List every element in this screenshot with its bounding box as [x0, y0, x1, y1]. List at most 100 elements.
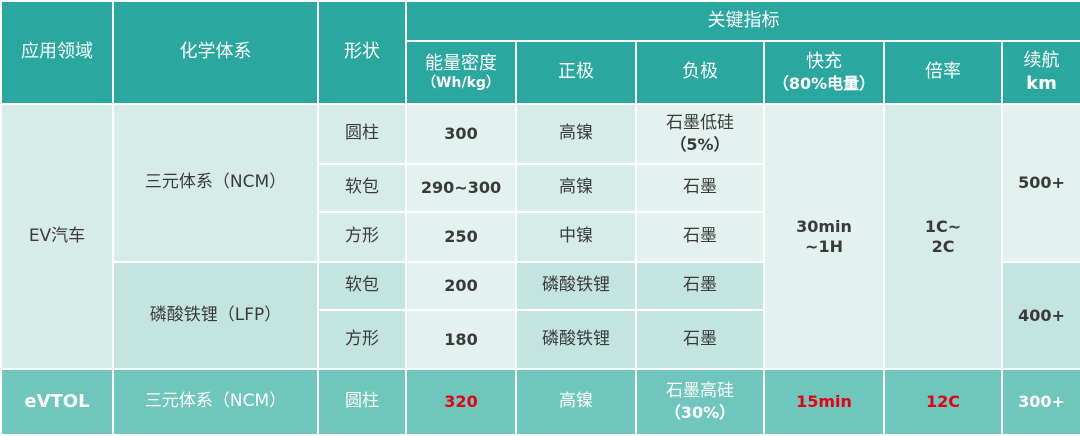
anode-text: 石墨 — [683, 328, 717, 349]
ev-range-lfp-cell: 400+ — [1000, 261, 1080, 370]
cathode-text: 中镍 — [559, 226, 593, 247]
evtol-anode-text: 石墨高硅 — [666, 381, 734, 402]
header-anode: 负极 — [635, 40, 765, 105]
ev-rate-line2: 2C — [931, 236, 955, 256]
evtol-energy-cell: 320 — [405, 368, 517, 436]
ev-ncm-cell: 三元体系（NCM） — [112, 103, 319, 263]
header-range-unit: km — [1026, 72, 1057, 94]
header-range: 续航 km — [1000, 40, 1080, 105]
header-fast-charge-note: （80%电量） — [772, 73, 876, 93]
cathode-text: 磷酸铁锂 — [542, 328, 610, 349]
ev-rate-cell: 1C~ 2C — [883, 103, 1003, 370]
evtol-shape-text: 圆柱 — [345, 391, 379, 412]
table-row-evtol: eVTOL 三元体系（NCM） 圆柱 320 高镍 石墨高硅 （30%） 15m… — [0, 368, 1080, 436]
header-app-domain: 应用领域 — [0, 0, 114, 105]
table-row: 磷酸铁锂（LFP） 软包 200 磷酸铁锂 石墨 400+ — [1, 261, 1080, 370]
evtol-rate-text: 12C — [925, 392, 960, 411]
energy-cell: 180 — [405, 309, 517, 370]
anode-cell: 石墨 — [635, 261, 765, 311]
ev-range-ncm-cell: 500+ — [1000, 103, 1080, 263]
anode-text: 石墨低硅 — [666, 113, 734, 134]
header-chemistry: 化学体系 — [112, 0, 319, 105]
shape-cell: 圆柱 — [317, 103, 407, 165]
cathode-cell: 中镍 — [515, 211, 637, 263]
shape-cell: 方形 — [317, 211, 407, 263]
evtol-chemistry-cell: 三元体系（NCM） — [112, 368, 319, 436]
header-chemistry-text: 化学体系 — [179, 41, 252, 63]
evtol-cathode-cell: 高镍 — [515, 368, 637, 436]
shape-cell: 方形 — [317, 309, 407, 370]
ev-rate-line1: 1C~ — [924, 216, 962, 236]
shape-text: 圆柱 — [345, 123, 379, 144]
header-energy-density-unit: （Wh/kg） — [422, 75, 500, 91]
cathode-cell: 高镍 — [515, 103, 637, 165]
evtol-domain-text: eVTOL — [24, 390, 90, 412]
ev-range-ncm-text: 500+ — [1018, 173, 1065, 192]
header-fast-charge-label: 快充 — [806, 51, 842, 73]
evtol-range-text: 300+ — [1018, 392, 1065, 411]
ev-lfp-text: 磷酸铁锂（LFP） — [149, 304, 282, 325]
header-rate: 倍率 — [883, 40, 1003, 105]
anode-cell: 石墨 — [635, 309, 765, 370]
ev-lfp-cell: 磷酸铁锂（LFP） — [112, 261, 319, 370]
shape-cell: 软包 — [317, 163, 407, 213]
header-anode-text: 负极 — [682, 61, 718, 83]
header-shape: 形状 — [317, 0, 407, 105]
header-energy-density-label: 能量密度 — [425, 52, 497, 74]
cathode-cell: 高镍 — [515, 163, 637, 213]
cathode-cell: 磷酸铁锂 — [515, 261, 637, 311]
table-row: 方形 250 中镍 石墨 — [1, 211, 1080, 263]
energy-text: 250 — [444, 227, 478, 246]
ev-fast-charge-cell: 30min ~1H — [763, 103, 885, 370]
cathode-text: 高镍 — [559, 177, 593, 198]
anode-text: 石墨 — [683, 226, 717, 247]
header-key-metrics-text: 关键指标 — [707, 9, 780, 31]
header-range-label: 续航 — [1023, 50, 1060, 71]
shape-text: 方形 — [345, 328, 379, 349]
evtol-anode-cell: 石墨高硅 （30%） — [635, 368, 765, 436]
energy-text: 180 — [444, 329, 478, 349]
anode-cell: 石墨低硅 （5%） — [635, 103, 765, 165]
energy-cell: 290~300 — [405, 163, 517, 213]
anode-text: 石墨 — [683, 177, 717, 198]
anode-text: 石墨 — [683, 275, 717, 296]
evtol-cathode-text: 高镍 — [559, 391, 593, 412]
header-rate-text: 倍率 — [925, 61, 961, 83]
evtol-domain-cell: eVTOL — [0, 368, 114, 436]
ev-range-lfp-text: 400+ — [1018, 305, 1065, 325]
header-app-domain-text: 应用领域 — [21, 41, 93, 63]
header-shape-text: 形状 — [344, 41, 380, 63]
header-cathode: 正极 — [515, 40, 637, 105]
shape-text: 软包 — [345, 177, 379, 198]
energy-text: 200 — [444, 276, 478, 295]
evtol-chemistry-text: 三元体系（NCM） — [144, 391, 287, 412]
shape-text: 软包 — [345, 275, 379, 296]
anode-cell: 石墨 — [635, 211, 765, 263]
evtol-shape-cell: 圆柱 — [317, 368, 407, 436]
evtol-rate-cell: 12C — [883, 368, 1003, 436]
table-row: 软包 290~300 高镍 石墨 — [1, 163, 1080, 213]
energy-text: 300 — [444, 124, 478, 143]
table-row: EV汽车 三元体系（NCM） 圆柱 300 高镍 石墨低硅 （5%） 30min… — [0, 103, 1080, 370]
evtol-fast-charge-text: 15min — [796, 392, 852, 411]
ev-domain-text: EV汽车 — [28, 225, 86, 246]
anode-cell: 石墨 — [635, 163, 765, 213]
ev-ncm-text: 三元体系（NCM） — [144, 172, 287, 193]
ev-fast-charge-line2: ~1H — [805, 236, 843, 256]
evtol-fast-charge-cell: 15min — [763, 368, 885, 436]
energy-text: 290~300 — [420, 178, 502, 197]
header-key-metrics: 关键指标 — [404, 0, 1080, 42]
ev-fast-charge-line1: 30min — [796, 216, 852, 236]
energy-cell: 250 — [405, 211, 517, 263]
evtol-energy-text: 320 — [444, 392, 478, 411]
anode-note: （5%） — [670, 134, 730, 154]
shape-cell: 软包 — [317, 261, 407, 311]
cathode-text: 磷酸铁锂 — [542, 275, 610, 296]
table-row: 方形 180 磷酸铁锂 石墨 — [1, 309, 1080, 370]
evtol-anode-note: （30%） — [664, 402, 736, 422]
shape-text: 方形 — [345, 226, 379, 247]
cathode-text: 高镍 — [559, 123, 593, 144]
energy-cell: 200 — [405, 261, 517, 311]
evtol-range-cell: 300+ — [1000, 368, 1080, 436]
